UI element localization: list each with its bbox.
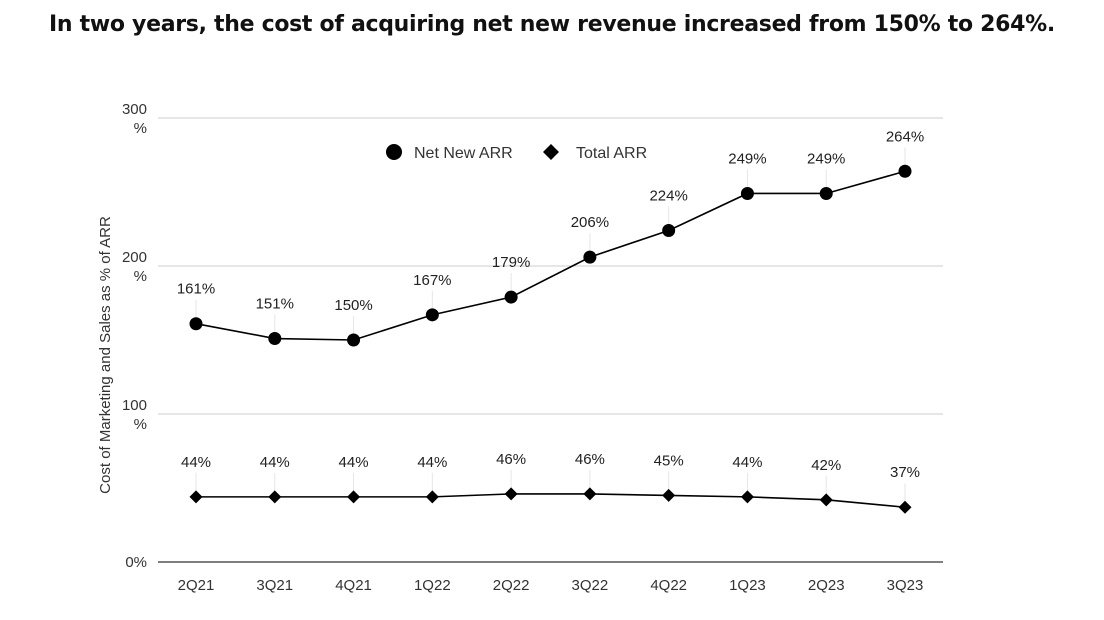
x-tick-label: 2Q22 xyxy=(493,577,530,594)
data-label: 46% xyxy=(496,451,526,468)
data-point-circle xyxy=(268,332,282,346)
data-label: 249% xyxy=(728,150,766,167)
chart-title: In two years, the cost of acquiring net … xyxy=(49,12,1055,37)
data-label: 167% xyxy=(413,272,451,289)
x-tick-label: 3Q23 xyxy=(887,577,924,594)
y-tick-label: 0% xyxy=(125,554,147,571)
x-tick-label: 2Q23 xyxy=(808,577,845,594)
legend-circle-icon xyxy=(386,144,402,160)
y-tick-label: 300 xyxy=(122,101,147,118)
data-point-circle xyxy=(583,250,597,264)
data-label: 46% xyxy=(575,451,605,468)
data-label: 150% xyxy=(334,297,372,314)
data-point-circle xyxy=(819,186,833,200)
data-label: 44% xyxy=(181,454,211,471)
y-tick-label: 200 xyxy=(122,249,147,266)
data-point-circle xyxy=(347,333,361,347)
data-point-diamond xyxy=(268,490,282,504)
y-axis-ticks: 0% 100% 200% 300% xyxy=(122,101,147,571)
data-point-diamond xyxy=(898,500,912,514)
y-axis-label: Cost of Marketing and Sales as % of ARR xyxy=(97,216,114,494)
data-point-circle xyxy=(898,164,912,178)
y-tick-label: % xyxy=(134,120,147,137)
data-point-diamond xyxy=(347,490,361,504)
data-point-diamond xyxy=(662,488,676,502)
data-label: 249% xyxy=(807,150,845,167)
label-leader-lines xyxy=(195,147,906,502)
gridlines xyxy=(158,117,943,563)
y-tick-label: % xyxy=(134,268,147,285)
data-label: 206% xyxy=(571,214,609,231)
data-label: 44% xyxy=(339,454,369,471)
data-point-diamond xyxy=(425,490,439,504)
data-label: 161% xyxy=(177,281,215,298)
series-line-total-arr xyxy=(196,493,906,509)
legend: Net New ARR Total ARR xyxy=(386,144,647,162)
legend-diamond-icon xyxy=(543,144,559,160)
data-point-diamond xyxy=(740,490,754,504)
data-point-circle xyxy=(189,317,203,331)
legend-label-total-arr: Total ARR xyxy=(576,145,647,162)
x-tick-label: 1Q22 xyxy=(414,577,451,594)
data-label: 44% xyxy=(417,454,447,471)
x-tick-label: 3Q22 xyxy=(572,577,609,594)
data-point-diamond xyxy=(819,493,833,507)
data-label: 37% xyxy=(890,464,920,481)
legend-label-net-new-arr: Net New ARR xyxy=(414,145,513,162)
data-label: 151% xyxy=(256,296,294,313)
series-markers xyxy=(189,164,912,514)
data-point-circle xyxy=(662,223,676,237)
x-tick-label: 4Q21 xyxy=(335,577,372,594)
data-label: 44% xyxy=(260,454,290,471)
data-point-circle xyxy=(740,186,754,200)
x-tick-label: 2Q21 xyxy=(178,577,215,594)
data-label: 44% xyxy=(732,454,762,471)
data-label: 45% xyxy=(654,452,684,469)
data-point-diamond xyxy=(189,490,203,504)
data-label: 224% xyxy=(649,187,687,204)
series-line-net-new-arr xyxy=(195,170,906,341)
y-tick-label: % xyxy=(134,416,147,433)
data-label: 179% xyxy=(492,254,530,271)
x-tick-label: 4Q22 xyxy=(650,577,687,594)
y-tick-label: 100 xyxy=(122,397,147,414)
data-label: 264% xyxy=(886,128,924,145)
data-label: 42% xyxy=(811,457,841,474)
data-labels: 161% 151% 150% 167% 179% 206% 224% 249% 249% 264%… xyxy=(177,128,924,481)
data-point-diamond xyxy=(504,487,518,501)
data-point-circle xyxy=(425,308,439,322)
series-lines xyxy=(195,170,906,509)
x-axis-ticks: 2Q21 3Q21 4Q21 1Q22 2Q22 3Q22 4Q22 1Q23 2Q23 3Q23 xyxy=(178,577,924,594)
x-tick-label: 1Q23 xyxy=(729,577,766,594)
data-point-circle xyxy=(504,290,518,304)
x-tick-label: 3Q21 xyxy=(256,577,293,594)
data-point-diamond xyxy=(583,487,597,501)
